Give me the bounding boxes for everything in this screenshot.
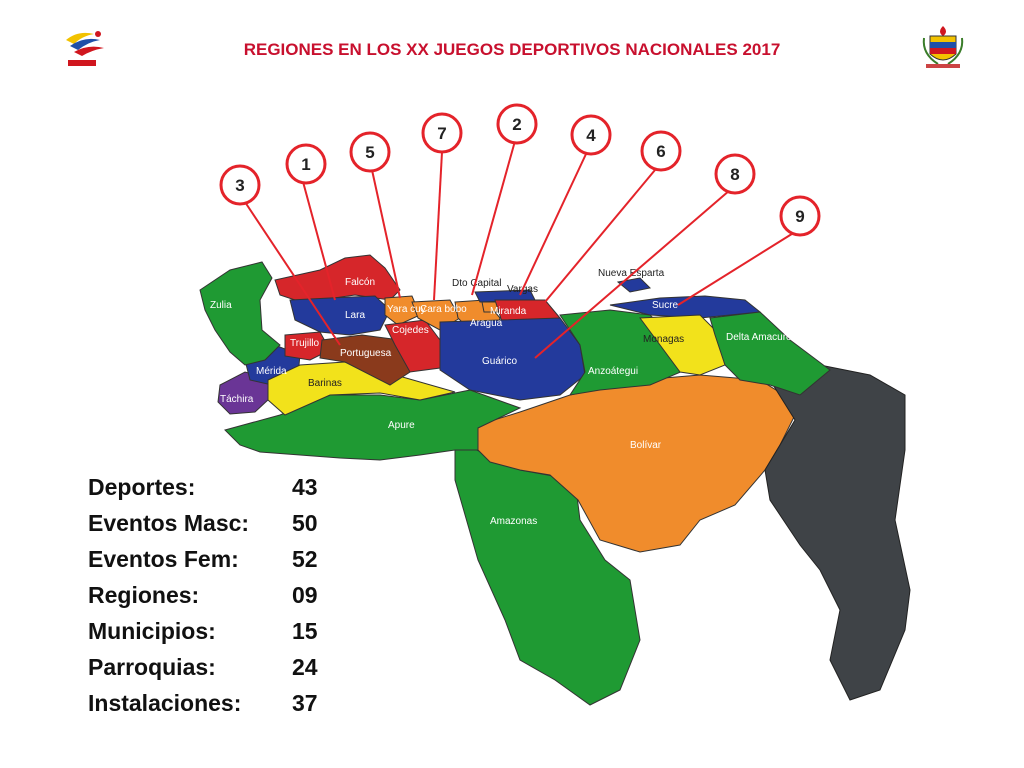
callout-line-3	[244, 201, 341, 346]
sports-games-logo-icon	[66, 31, 104, 66]
svg-text:6: 6	[656, 142, 665, 161]
state-sucre	[609, 295, 762, 319]
state-barinas	[267, 361, 456, 416]
state-label-zulia: Zulia	[210, 300, 232, 311]
svg-text:8: 8	[730, 165, 739, 184]
stat-label: Eventos Fem:	[88, 546, 239, 572]
state-label-bolivar: Bolívar	[630, 440, 662, 451]
svg-text:2: 2	[512, 115, 521, 134]
stat-label: Instalaciones:	[88, 690, 242, 716]
state-label-sucre: Sucre	[652, 300, 679, 311]
callout-line-9	[677, 231, 796, 306]
svg-text:3: 3	[235, 176, 244, 195]
state-label-dto-capital: Dto Capital	[452, 278, 501, 289]
callout-7: 7	[421, 112, 463, 154]
state-label-merida: Mérida	[256, 366, 287, 377]
callout-line-6	[544, 169, 656, 303]
state-label-nueva-esparta: Nueva Esparta	[598, 268, 665, 279]
callout-6: 6	[640, 130, 682, 172]
state-guarico	[439, 317, 586, 401]
state-coat-of-arms-icon	[922, 26, 964, 68]
callout-2: 2	[496, 103, 538, 145]
stat-value: 43	[292, 474, 318, 500]
stat-value: 52	[292, 546, 318, 572]
state-label-barinas: Barinas	[308, 378, 342, 389]
state-monagas	[639, 314, 726, 376]
state-yaracuy	[384, 295, 421, 326]
state-label-apure: Apure	[388, 420, 415, 431]
svg-text:1: 1	[301, 155, 310, 174]
stat-value: 50	[292, 510, 318, 536]
svg-text:9: 9	[795, 207, 804, 226]
state-label-delta-amacuro: Delta Amacuro	[726, 332, 792, 343]
callout-line-7	[433, 151, 443, 301]
svg-text:5: 5	[365, 143, 374, 162]
state-portuguesa	[319, 334, 411, 386]
state-label-monagas: Monagas	[643, 334, 684, 345]
callout-lines	[244, 140, 796, 359]
stat-value: 15	[292, 618, 318, 644]
stat-label: Deportes:	[88, 474, 196, 500]
state-label-miranda: Miranda	[490, 306, 527, 317]
page-title: REGIONES EN LOS XX JUEGOS DEPORTIVOS NAC…	[243, 40, 781, 59]
state-label-lara: Lara	[345, 310, 365, 321]
callout-9: 9	[779, 195, 821, 237]
state-label-portuguesa: Portuguesa	[340, 348, 392, 359]
state-label-tachira: Táchira	[220, 394, 254, 405]
stat-value: 24	[292, 654, 318, 680]
state-zulia	[199, 261, 281, 366]
state-label-aragua: Aragua	[470, 318, 503, 329]
state-delta-amacuro	[709, 311, 831, 396]
state-lara	[289, 295, 391, 336]
callout-3: 3	[219, 164, 261, 206]
stat-value: 09	[292, 582, 318, 608]
state-falcon	[274, 254, 401, 301]
state-bolivar-east	[764, 364, 911, 701]
svg-text:7: 7	[437, 124, 446, 143]
callout-line-2	[471, 140, 516, 296]
callout-line-8	[534, 189, 731, 359]
state-label-trujillo: Trujillo	[290, 338, 320, 349]
state-label-anzoategui: Anzoátegui	[588, 366, 638, 377]
stat-value: 37	[292, 690, 318, 716]
state-label-amazonas: Amazonas	[490, 516, 537, 527]
callout-line-1	[301, 177, 336, 301]
callout-line-5	[371, 169, 401, 299]
state-label-falcon: Falcón	[345, 277, 375, 288]
state-label-guarico: Guárico	[482, 356, 517, 367]
stat-label: Municipios:	[88, 618, 216, 644]
stat-label: Eventos Masc:	[88, 510, 250, 536]
callout-4: 4	[570, 114, 612, 156]
callout-8: 8	[714, 153, 756, 195]
stat-label: Regiones:	[88, 582, 200, 608]
svg-text:4: 4	[586, 126, 596, 145]
state-label-cojedes: Cojedes	[392, 325, 429, 336]
callout-5: 5	[349, 131, 391, 173]
state-label-carabobo: Cara bobo	[420, 304, 467, 315]
state-label-yaracuy: Yara cuy	[387, 304, 426, 315]
callout-line-4	[519, 153, 587, 296]
stat-label: Parroquias:	[88, 654, 216, 680]
callout-1: 1	[285, 143, 327, 185]
state-nueva-esparta	[616, 277, 652, 293]
